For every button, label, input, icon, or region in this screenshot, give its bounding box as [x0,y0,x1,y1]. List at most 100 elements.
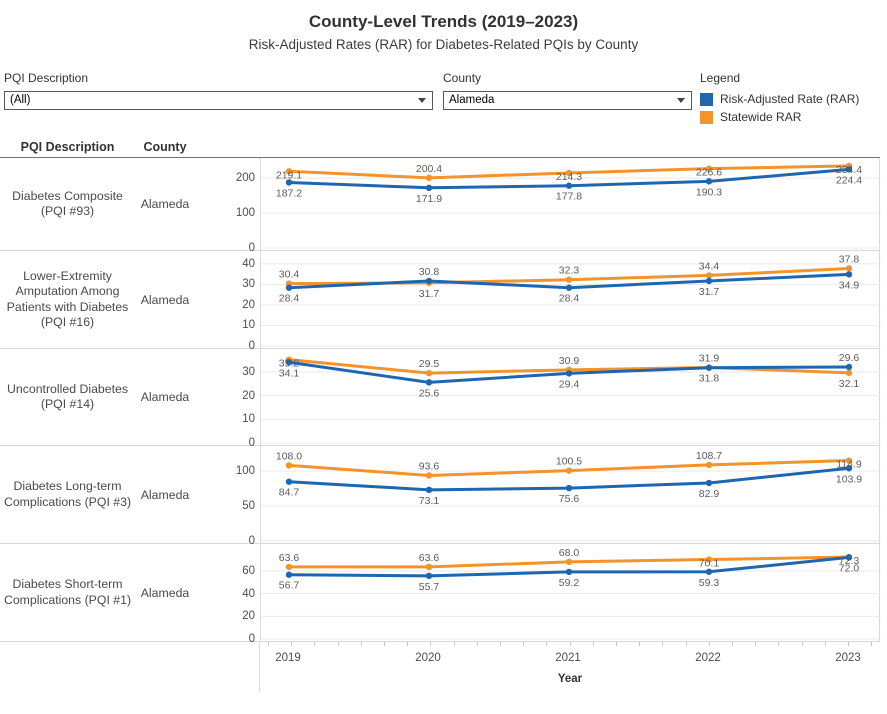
axis-tick-mark [407,642,409,646]
rar-data-point[interactable] [845,166,853,173]
axis-tick-mark [592,642,594,646]
rar-value-label: 25.6 [419,387,440,399]
trend-chart[interactable]: 35.234.1 29.5 25.6 30.9 29.4 31.9 31.8 29.6 32.1 [261,349,881,445]
statewide-value-label: 219.1 [276,169,302,181]
rar-data-point[interactable] [425,572,433,580]
statewide-data-point[interactable] [845,457,853,464]
rar-data-point[interactable] [285,359,293,366]
trend-chart[interactable]: 108.0 84.7 93.6 73.1 100.5 75.6 108.7 82.9 114.9… [261,446,881,543]
legend-label-statewide: Statewide RAR [720,110,802,124]
statewide-data-point[interactable] [285,563,293,571]
pqi-filter-select[interactable]: (All) [4,91,433,110]
rar-value-label: 28.4 [559,293,580,305]
dashboard-subtitle: Risk-Adjusted Rates (RAR) for Diabetes-R… [248,37,639,52]
statewide-value-label: 200.4 [416,163,442,175]
county-cell: Alameda [140,197,190,211]
legend-title: Legend [700,71,741,85]
legend-label-rar: Risk-Adjusted Rate (RAR) [720,92,860,106]
rar-data-point[interactable] [705,178,713,185]
statewide-value-label: 37.8 [839,253,860,265]
x-axis-title: Year [557,673,583,685]
rar-data-point[interactable] [705,364,713,371]
statewide-value-label: 234.4 [836,164,862,176]
statewide-data-point[interactable] [705,165,713,172]
rar-data-point[interactable] [845,465,853,472]
axis-tick-mark [453,642,455,646]
rar-data-point[interactable] [845,554,853,561]
rar-data-point[interactable] [705,479,713,487]
statewide-data-point[interactable] [705,461,713,469]
rar-data-point[interactable] [845,271,853,278]
rar-data-point[interactable] [285,571,293,578]
dashboard-title: County-Level Trends (2019–2023) [308,12,579,31]
y-axis-tick-label: 10 [242,413,255,426]
statewide-data-point[interactable] [705,556,713,563]
column-header-county: County [143,140,187,154]
x-axis-spacer [0,642,260,692]
county-cell: Alameda [140,487,190,502]
statewide-value-label: 226.6 [696,167,722,179]
pqi-description-label: Diabetes Long-term Complications (PQI #3… [3,479,132,509]
trend-chart[interactable]: 63.6 56.7 63.6 55.7 68.0 59.2 70.1 59.3 72.372.0 [261,544,881,641]
rar-data-point[interactable] [285,179,293,186]
statewide-data-point[interactable] [705,272,713,279]
statewide-data-point[interactable] [285,462,293,469]
pqi-description-cell: Diabetes Short-term Complications (PQI #… [0,544,135,641]
rar-data-point[interactable] [565,568,573,576]
rar-data-point[interactable] [565,284,573,291]
y-axis-tick-label: 0 [248,340,255,352]
statewide-value-label: 32.3 [559,265,580,277]
statewide-data-point[interactable] [845,369,853,377]
rar-data-point[interactable] [425,277,433,285]
pqi-description-label: Diabetes Composite (PQI #93) [12,188,123,218]
y-axis: 0 10 20 30 40 [195,251,260,352]
statewide-value-label: 29.6 [839,352,860,364]
axis-tick-mark [569,642,571,646]
statewide-data-point[interactable] [845,265,853,272]
rar-value-label: 55.7 [419,581,440,593]
rar-data-point[interactable] [425,486,433,494]
statewide-data-point[interactable] [285,168,293,175]
axis-tick-mark [685,642,687,646]
axis-tick-mark [523,642,525,646]
rar-value-label: 29.4 [559,378,580,390]
statewide-value-label: 30.9 [559,355,580,367]
legend-item-statewide: Statewide RAR [700,110,801,124]
rar-data-point[interactable] [285,478,293,485]
rar-value-label: 59.3 [699,577,720,589]
statewide-data-point[interactable] [565,467,573,474]
trellis-table: PQI Description County Diabetes Composit… [0,140,881,692]
x-axis-year-label: 2021 [555,652,581,664]
rar-value-label: 31.7 [699,286,720,298]
statewide-data-point[interactable] [425,472,433,479]
rar-data-point[interactable] [425,379,433,386]
rar-data-point[interactable] [285,284,293,291]
y-axis-tick-label: 200 [235,171,255,184]
y-axis-tick-label: 10 [242,319,255,332]
statewide-data-point[interactable] [565,558,573,566]
county-cell: Alameda [140,390,190,404]
statewide-data-point[interactable] [425,563,433,571]
rar-value-label: 31.8 [699,373,720,385]
statewide-data-point[interactable] [565,169,573,177]
table-row: Lower-Extremity Amputation Among Patient… [0,251,881,352]
rar-data-point[interactable] [845,363,853,371]
rar-data-point[interactable] [425,184,433,192]
county-filter-select[interactable]: Alameda [443,91,692,110]
rar-data-point[interactable] [565,182,573,189]
statewide-data-point[interactable] [565,276,573,283]
trend-chart[interactable]: 30.4 28.4 30.8 31.7 32.3 28.4 34.4 31.7 37.8 34.9 [261,251,881,348]
statewide-value-label: 114.9 [836,459,862,471]
axis-tick-mark [755,642,757,646]
pqi-description-label: Uncontrolled Diabetes (PQI #14) [7,381,128,411]
rar-data-point[interactable] [565,484,573,492]
rar-data-point[interactable] [705,277,713,285]
rar-data-point[interactable] [565,370,573,377]
rar-data-point[interactable] [705,568,713,575]
statewide-data-point[interactable] [425,174,433,182]
trend-chart[interactable]: 219.1 187.2 200.4 171.9 214.3 177.8 226.6 190.3… [261,158,881,250]
statewide-data-point[interactable] [425,369,433,377]
rar-value-label: 34.9 [839,279,860,291]
chart-pane: 63.6 56.7 63.6 55.7 68.0 59.2 70.1 59.3 72.3 72.0 [260,544,881,641]
